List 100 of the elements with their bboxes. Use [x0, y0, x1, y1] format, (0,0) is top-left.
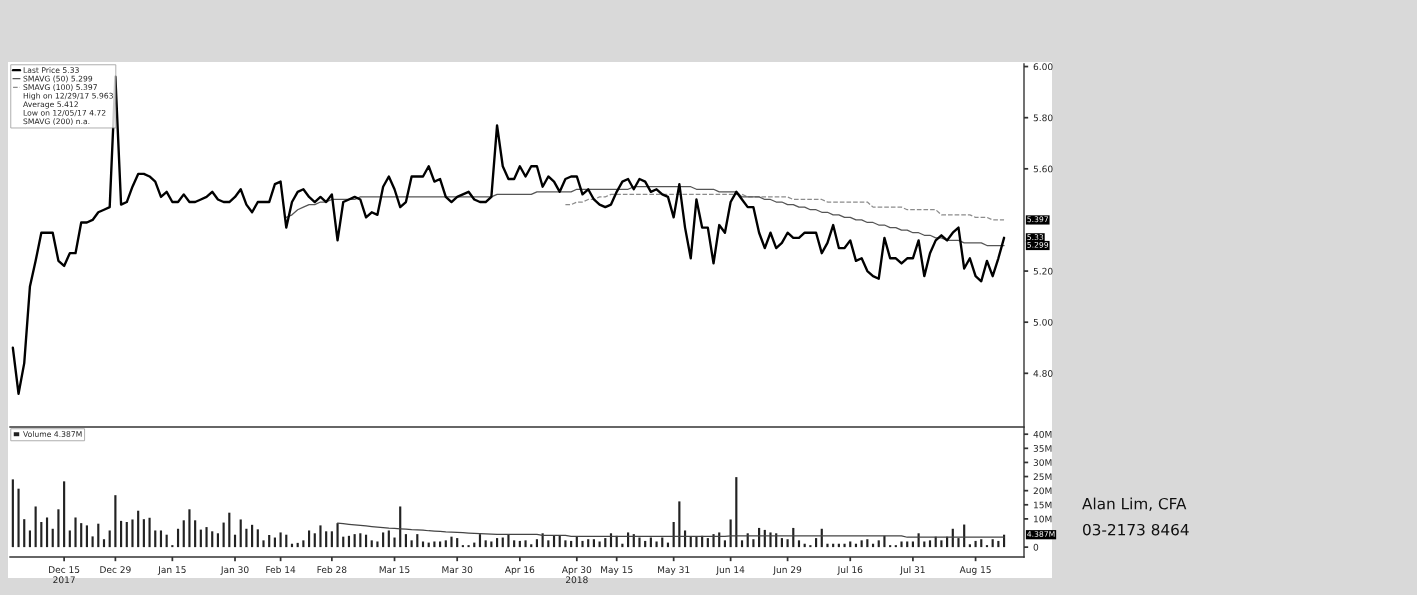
bar	[581, 540, 584, 548]
bar	[319, 525, 322, 548]
y-tick-label: 10M	[1034, 515, 1052, 523]
bar	[302, 540, 305, 548]
bar	[547, 540, 550, 548]
bar	[313, 533, 316, 548]
bar	[57, 509, 60, 548]
x-tick-label: Apr 16	[504, 566, 535, 575]
bar	[97, 523, 100, 548]
bar	[159, 530, 163, 548]
bar	[120, 520, 123, 548]
bar	[877, 540, 880, 548]
bar	[154, 530, 157, 548]
bar	[478, 534, 482, 548]
bar	[28, 530, 32, 548]
bar	[826, 543, 829, 548]
bar	[957, 538, 960, 548]
bar	[416, 534, 419, 548]
bar	[900, 541, 903, 548]
text: 03-2173 8464	[1083, 523, 1189, 536]
bar	[148, 517, 151, 548]
y-tick-label: 35M	[1033, 445, 1052, 452]
x-tick-label: Jun 14	[715, 566, 745, 575]
bar	[23, 519, 26, 548]
line-series	[11, 75, 1006, 395]
bar	[968, 544, 971, 548]
bar	[387, 530, 390, 548]
bar	[552, 535, 556, 548]
bar	[108, 530, 111, 548]
bar	[678, 501, 681, 548]
y-tick-label: 25M	[1033, 473, 1052, 481]
bar	[780, 538, 783, 548]
bar	[712, 534, 715, 548]
x-tick-label: Dec 29	[100, 566, 131, 574]
y-tick-label: 20M	[1033, 487, 1052, 495]
bar	[866, 539, 869, 548]
line-series	[285, 186, 1005, 247]
y-tick-label: 6.00	[1033, 63, 1053, 71]
bar	[860, 540, 863, 548]
bar	[131, 519, 134, 548]
bar	[570, 540, 573, 548]
bar	[911, 541, 914, 548]
bar	[102, 539, 106, 548]
bar	[370, 540, 373, 548]
bar	[353, 534, 356, 548]
bar	[211, 531, 214, 548]
bar	[239, 519, 242, 548]
bar	[740, 540, 744, 548]
bar	[188, 509, 191, 548]
bar	[814, 538, 818, 548]
bar	[752, 539, 755, 548]
bar	[17, 488, 20, 548]
bar	[40, 522, 43, 548]
x-tick-label: Jul 16	[837, 566, 863, 575]
bar	[592, 539, 595, 548]
bar	[34, 506, 37, 548]
bar	[11, 479, 14, 548]
bar	[695, 536, 698, 548]
x-tick-label: Jun 29	[772, 566, 802, 575]
bar	[45, 517, 49, 548]
bar	[980, 539, 983, 548]
bar	[125, 522, 128, 548]
bar	[142, 519, 145, 548]
bar	[205, 527, 208, 548]
bar	[91, 536, 94, 548]
bar	[495, 538, 499, 548]
bar	[176, 528, 180, 548]
x-tick-label: Jan 15	[157, 566, 186, 575]
bar	[182, 520, 185, 548]
y-tick-label: 5.00	[1033, 318, 1053, 326]
bar	[63, 481, 66, 548]
bar	[706, 538, 709, 548]
bar	[245, 528, 248, 548]
bar	[598, 541, 601, 548]
bar	[404, 534, 407, 548]
text: Alan Lim, CFA	[1082, 497, 1187, 511]
bar	[940, 540, 943, 548]
y-tick-label: 30M	[1033, 459, 1052, 466]
bar	[399, 506, 402, 548]
bar	[655, 541, 658, 548]
bar	[68, 530, 71, 548]
y-tick-label: 0	[1033, 543, 1039, 551]
bar	[507, 534, 510, 548]
bar	[769, 532, 772, 548]
bar	[325, 531, 328, 548]
bar	[644, 540, 647, 548]
bar	[883, 535, 886, 548]
bar	[114, 495, 117, 548]
bar	[450, 536, 453, 548]
bar	[604, 538, 607, 548]
bar	[347, 535, 351, 548]
x-tick-label: Dec 15 2017	[49, 566, 80, 584]
bar	[279, 532, 282, 548]
bar	[382, 532, 385, 548]
bar	[262, 540, 265, 548]
bar	[216, 533, 220, 548]
bar	[421, 541, 425, 548]
bar	[564, 540, 567, 548]
bar	[456, 538, 459, 548]
x-tick-label: Mar 30	[442, 566, 473, 574]
